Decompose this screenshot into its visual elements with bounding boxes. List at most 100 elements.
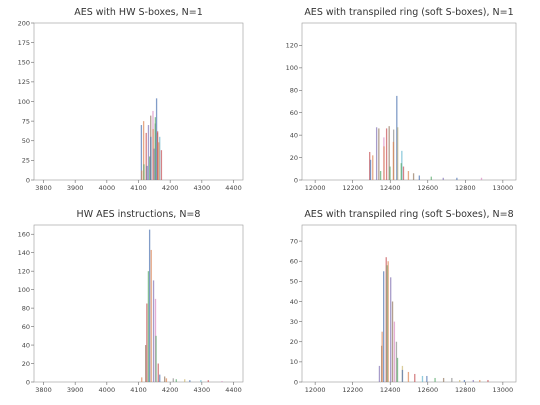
histogram-bar (451, 377, 453, 382)
x-tick-label: 12200 (342, 386, 363, 394)
histogram-bar (200, 380, 202, 382)
histogram-bar (396, 95, 398, 180)
y-tick-label: 40 (22, 341, 30, 349)
histogram-bar (143, 164, 145, 180)
histogram-bar (146, 303, 148, 382)
x-tick-label: 4000 (99, 386, 116, 394)
x-tick-label: 12200 (342, 184, 363, 192)
histogram-bar (414, 373, 416, 382)
histogram-bar (402, 166, 405, 180)
y-tick-label: 20 (22, 360, 30, 368)
histogram-bar (480, 177, 483, 180)
histogram-bar (152, 128, 154, 180)
y-tick-label: 60 (22, 323, 30, 331)
histogram-bar (407, 371, 410, 382)
histogram-bar (184, 379, 186, 382)
y-tick-label: 0 (26, 176, 30, 184)
x-tick-label: 12000 (305, 386, 326, 394)
histogram-bar (153, 148, 155, 180)
x-tick-label: 12000 (305, 184, 326, 192)
histogram-bar (207, 380, 209, 382)
x-tick-label: 4200 (162, 386, 179, 394)
histogram-bar (393, 321, 396, 382)
histogram-bar (156, 131, 159, 180)
x-tick-label: 4100 (130, 184, 147, 192)
y-tick-label: 100 (286, 64, 298, 72)
histogram-bar (407, 171, 410, 180)
plot-frame (301, 224, 517, 383)
histogram-bar (160, 150, 163, 180)
histogram-bar (148, 229, 151, 382)
histogram-bar (381, 331, 383, 382)
histogram-bar (387, 261, 389, 382)
plot-frame (33, 224, 244, 383)
histogram-bar (392, 141, 395, 180)
x-tick-label: 4400 (225, 184, 242, 192)
histogram-bar (159, 374, 161, 382)
x-tick-label: 4000 (99, 184, 116, 192)
histogram-bar (385, 128, 388, 180)
y-tick-label: 175 (18, 39, 30, 47)
histogram-bar (175, 379, 177, 382)
histogram-bar (463, 379, 466, 382)
x-tick-label: 4300 (194, 184, 211, 192)
y-tick-label: 0 (26, 378, 30, 386)
histogram-bar (155, 335, 157, 382)
y-tick-label: 20 (290, 338, 298, 346)
histogram-bar (141, 377, 143, 382)
histogram-bar (369, 159, 372, 180)
x-tick-label: 12800 (455, 386, 476, 394)
histogram-bar (383, 146, 385, 180)
x-tick-label: 4200 (162, 184, 179, 192)
histogram-bar (189, 380, 191, 382)
histogram-bar (372, 155, 374, 180)
x-tick-label: 12400 (380, 386, 401, 394)
histogram-bar (145, 132, 147, 180)
x-tick-label: 12600 (417, 184, 438, 192)
histogram-bar (378, 365, 381, 382)
histogram-bar (141, 170, 143, 180)
chart-title: AES with transpiled ring (soft S-boxes),… (304, 209, 513, 220)
y-tick-label: 10 (290, 358, 298, 366)
histogram-bar (412, 173, 415, 180)
histogram-bar (401, 369, 404, 382)
histogram-bar (383, 271, 385, 382)
y-tick-label: 60 (290, 258, 298, 266)
y-tick-label: 25 (22, 157, 30, 165)
x-tick-label: 4300 (194, 386, 211, 394)
chart-title: AES with transpiled ring (soft S-boxes),… (304, 7, 513, 18)
histogram-bar (149, 156, 151, 180)
histogram-bar (487, 379, 489, 382)
histogram-bar (426, 375, 428, 382)
chart-title: HW AES instructions, N=8 (77, 209, 201, 220)
y-tick-label: 70 (290, 237, 298, 245)
histogram-bar (154, 117, 157, 180)
histogram-bar (390, 277, 392, 382)
histogram-bar (145, 345, 147, 382)
histogram-bar (430, 176, 432, 180)
y-tick-label: 140 (18, 249, 30, 257)
x-tick-label: 3900 (67, 184, 84, 192)
plot-frame (301, 22, 517, 181)
histogram-bar (400, 163, 402, 180)
chart-panel-hw-sbox-n1: AES with HW S-boxes, N=1 3800 3900 4000 4100… (18, 7, 244, 192)
y-tick-label: 50 (22, 137, 30, 145)
histogram-bar (146, 165, 148, 180)
histogram-bar (456, 177, 458, 180)
y-tick-label: 80 (290, 87, 298, 95)
histogram-bar (150, 136, 152, 180)
y-tick-label: 120 (286, 42, 298, 50)
histogram-bar (386, 265, 388, 382)
y-tick-label: 125 (18, 78, 30, 86)
y-tick-label: 120 (18, 267, 30, 275)
y-tick-label: 150 (18, 59, 30, 67)
histogram-bar (388, 126, 390, 180)
histogram-bar (397, 127, 399, 180)
histogram-bar (147, 125, 150, 180)
histogram-bar (378, 128, 380, 180)
histogram-bar (159, 136, 161, 180)
chart-panel-hw-aes-n8: HW AES instructions, N=8 3800 3900 4000 4100… (18, 209, 244, 394)
y-tick-label: 200 (18, 19, 30, 27)
y-tick-label: 20 (290, 154, 298, 162)
